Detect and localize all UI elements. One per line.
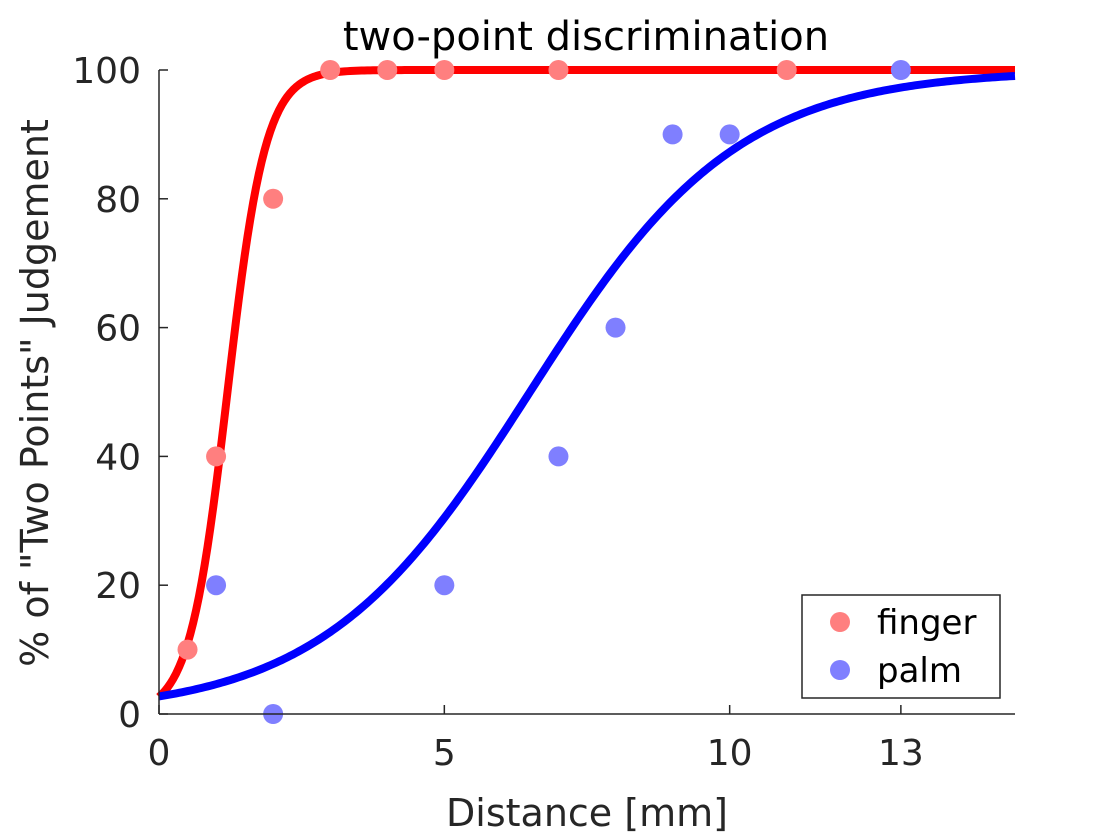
legend-label-finger: finger (877, 603, 976, 643)
legend-marker-palm (830, 660, 850, 680)
data-point-finger (377, 60, 398, 80)
fit-line-palm (157, 71, 1017, 701)
y-tick-label: 100 (72, 51, 141, 92)
x-axis-label: Distance [mm] (446, 791, 728, 835)
legend-box (801, 594, 1001, 699)
x-tick-label: 5 (433, 733, 456, 774)
fit-line-finger (156, 66, 1017, 700)
data-point-palm (548, 446, 569, 467)
data-point-finger (263, 188, 284, 209)
plot-area (156, 60, 1017, 724)
legend-items: finger palm (830, 603, 976, 691)
data-point-finger (776, 60, 797, 80)
axes: 0 5 10 13 0 20 40 60 80 100 (72, 51, 1015, 774)
legend-marker-finger (830, 612, 850, 632)
data-point-palm (719, 124, 740, 145)
y-tick-label: 0 (118, 695, 141, 736)
data-point-finger (548, 60, 569, 80)
data-points (177, 60, 911, 724)
data-point-palm (206, 575, 227, 596)
data-point-finger (320, 60, 341, 80)
data-point-finger (177, 639, 198, 660)
y-tick-label: 40 (95, 437, 141, 478)
x-tick-label: 10 (707, 733, 753, 774)
y-axis-label: % of "Two Points" Judgement (13, 119, 57, 667)
x-ticks: 0 5 10 13 (148, 705, 924, 774)
x-tick-label: 0 (148, 733, 171, 774)
y-ticks: 0 20 40 60 80 100 (72, 51, 168, 736)
y-tick-label: 80 (95, 180, 141, 221)
data-point-palm (434, 575, 455, 596)
data-point-finger (434, 60, 455, 80)
data-point-palm (662, 124, 683, 145)
x-tick-label: 13 (878, 733, 924, 774)
y-tick-label: 60 (95, 309, 141, 350)
data-point-palm (890, 60, 911, 80)
y-tick-label: 20 (95, 566, 141, 607)
data-point-finger (206, 446, 227, 467)
data-point-palm (605, 317, 626, 338)
legend: finger palm (801, 594, 1001, 699)
fit-lines (156, 66, 1017, 701)
chart-title: two-point discrimination (343, 14, 829, 60)
legend-label-palm: palm (877, 651, 962, 691)
